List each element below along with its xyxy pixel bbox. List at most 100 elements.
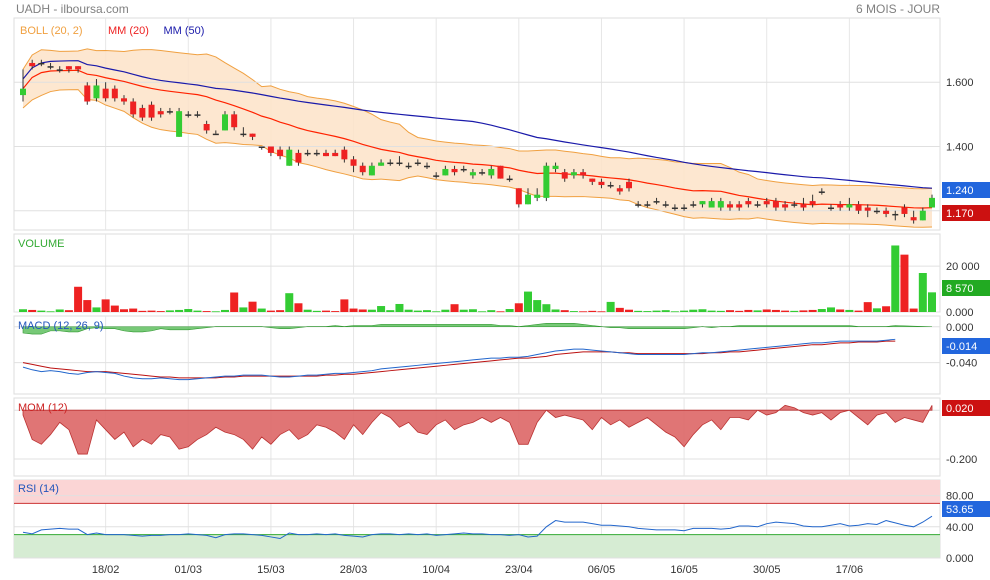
candle-body [469, 172, 476, 176]
volume-bar [496, 311, 505, 313]
candle-body [378, 162, 385, 166]
volume-bar [579, 311, 588, 313]
candle-body [929, 197, 935, 208]
rsi-y-tick-label: 80.00 [946, 491, 974, 503]
volume-bar [634, 310, 643, 312]
volume-bar [551, 309, 560, 312]
volume-bar [836, 309, 845, 312]
volume-bar [478, 311, 487, 313]
candle-body [873, 210, 880, 213]
candle-body [717, 201, 724, 208]
volume-bar [367, 309, 376, 312]
candle-body [616, 188, 623, 192]
candle-body [341, 149, 348, 160]
rsi-legend: RSI (14) [18, 483, 59, 495]
candle-body [662, 204, 669, 206]
candle-body [258, 146, 265, 148]
volume-bar [211, 311, 220, 313]
macd-histogram-area [22, 323, 933, 335]
volume-bar [413, 310, 422, 312]
x-tick-label: 30/05 [753, 564, 781, 576]
candle-body [488, 168, 495, 176]
volume-bar [707, 310, 716, 312]
last-rsi-tag-bg [942, 501, 990, 517]
x-tick-label: 15/03 [257, 564, 285, 576]
volume-bar [101, 299, 110, 312]
x-tick-label: 16/05 [670, 564, 698, 576]
volume-bar [358, 309, 367, 312]
volume-bar [625, 309, 633, 312]
volume-bar [615, 307, 624, 312]
volume-bar [808, 309, 817, 312]
candle-body [451, 168, 458, 173]
volume-bar [184, 309, 193, 312]
last-low-tag: 1.170 [946, 208, 974, 220]
price-y-tick-label: 1.600 [946, 77, 974, 89]
last-volume-tag-bg [942, 280, 990, 296]
candle-body [653, 201, 660, 203]
volume-bar [257, 308, 266, 312]
candle-body [65, 66, 72, 70]
candle-body [75, 66, 82, 70]
candle-body [626, 181, 632, 189]
rsi-oversold-zone [14, 534, 940, 558]
candle-body [708, 201, 715, 208]
candle-body [414, 162, 421, 165]
candle-body [222, 114, 228, 131]
momentum-area [22, 404, 933, 455]
volume-bar [55, 309, 64, 312]
x-tick-label: 17/06 [836, 564, 864, 576]
candle-body [102, 88, 109, 99]
candle-body [570, 172, 577, 176]
volume-bar [524, 291, 532, 312]
volume-bar [74, 286, 83, 312]
volume-bar [689, 309, 698, 312]
volume-bar [762, 309, 771, 312]
volume-bar [597, 311, 606, 313]
volume-bar [661, 310, 670, 312]
volume-bar [28, 309, 37, 312]
mm50-line [22, 60, 933, 189]
volume-bar [138, 310, 147, 312]
candle-body [681, 207, 688, 210]
volume-bar [303, 309, 312, 312]
volume-bar [643, 311, 652, 312]
volume-bar [735, 310, 744, 312]
volume-bar [928, 292, 936, 312]
last-macd-tag-bg [942, 338, 990, 354]
candle-body [919, 210, 926, 221]
last-volume-tag: 8 570 [946, 283, 974, 295]
volume-bar [165, 310, 174, 312]
x-tick-label: 10/04 [422, 564, 450, 576]
bollinger-lower-line [22, 89, 933, 228]
volume-bar [698, 309, 707, 312]
rsi-y-tick-label: 40.00 [946, 522, 974, 534]
candle-body [29, 62, 36, 67]
candle-body [479, 172, 486, 174]
candle-body [240, 133, 247, 136]
last-mom-tag: 0.020 [946, 403, 974, 415]
candle-body [580, 172, 587, 176]
candle-body [772, 201, 779, 208]
candle-body [883, 210, 890, 214]
volume-bar [441, 309, 450, 312]
candle-body [699, 201, 706, 205]
volume-bar [120, 309, 128, 312]
candle-body [396, 162, 403, 165]
volume-bar [680, 310, 689, 312]
candle-body [203, 124, 210, 131]
volume-bar [322, 310, 330, 312]
volume-bar [349, 308, 358, 312]
volume-bar [781, 310, 790, 312]
volume-bar [395, 303, 404, 312]
volume-bar [827, 307, 835, 312]
volume-bar [744, 309, 753, 312]
candle-body [727, 204, 733, 208]
last-rsi-tag: 53.65 [946, 504, 974, 516]
volume-bar [285, 293, 294, 312]
candle-body [93, 85, 100, 99]
candle-body [267, 146, 274, 153]
candle-body [359, 165, 366, 173]
volume-bar [863, 302, 872, 312]
